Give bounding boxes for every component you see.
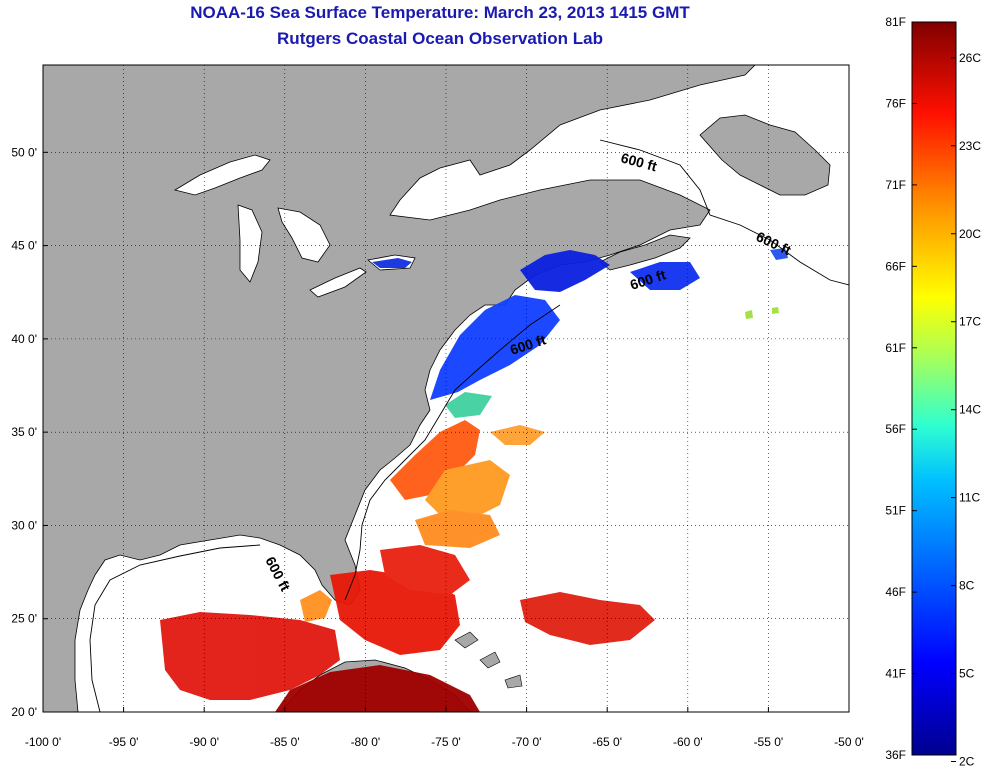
- colorbar-fahrenheit-label: 66F: [885, 259, 906, 273]
- lat-tick-label: 45 0': [11, 239, 37, 253]
- lat-tick-label: 20 0': [11, 705, 37, 719]
- colorbar-celsius-label: 8C: [959, 579, 975, 593]
- lon-tick-label: -100 0': [25, 735, 61, 749]
- nova-scotia: [599, 234, 691, 271]
- lon-tick-label: -50 0': [834, 735, 864, 749]
- lon-tick-label: -65 0': [592, 735, 622, 749]
- colorbar-fahrenheit-label: 81F: [885, 15, 906, 29]
- lat-tick-label: 25 0': [11, 612, 37, 626]
- colorbar: [911, 21, 957, 756]
- newfoundland: [699, 114, 831, 196]
- colorbar-celsius-label: 26C: [959, 51, 981, 65]
- isobath-600ft: [89, 139, 849, 712]
- sst-cape-hatteras-mixed: [445, 392, 492, 418]
- lon-tick-label: -90 0': [189, 735, 219, 749]
- lake-michigan: [237, 204, 263, 283]
- colorbar-fahrenheit-label: 51F: [885, 504, 906, 518]
- sst-scotian-shelf-cold: [630, 262, 700, 290]
- colorbar-celsius-label: 23C: [959, 139, 981, 153]
- sst-caribbean-warm: [275, 665, 480, 712]
- lat-tick-label: 40 0': [11, 332, 37, 346]
- colorbar-celsius-label: 5C: [959, 667, 975, 681]
- map-title: NOAA-16 Sea Surface Temperature: March 2…: [190, 3, 690, 22]
- colorbar-ticks: 81F 76F 71F 66F 61F 56F 51F 46F 41F 36F 26C 23C 20C 1…: [885, 15, 981, 769]
- sst-data-layer: [160, 248, 788, 712]
- lon-tick-label: -75 0': [431, 735, 461, 749]
- map-subtitle: Rutgers Coastal Ocean Observation Lab: [277, 29, 603, 48]
- colorbar-celsius-label: 2C: [959, 755, 975, 769]
- lon-tick-label: -60 0': [673, 735, 703, 749]
- sst-sargasso-patch-2: [490, 425, 545, 445]
- sst-offshore-green: [745, 307, 779, 319]
- lake-huron: [277, 207, 331, 263]
- lat-tick-label: 35 0': [11, 425, 37, 439]
- colorbar-fahrenheit-label: 36F: [885, 748, 906, 762]
- sst-gulf-of-mexico-south: [160, 612, 340, 700]
- lon-tick-label: -95 0': [109, 735, 139, 749]
- colorbar-fahrenheit-label: 71F: [885, 178, 906, 192]
- sst-bahamas-warm: [380, 545, 470, 595]
- colorbar-fahrenheit-label: 46F: [885, 585, 906, 599]
- lat-tick-label: 30 0': [11, 518, 37, 532]
- sst-mid-atlantic-bight-cold: [430, 295, 560, 400]
- lon-tick-label: -85 0': [270, 735, 300, 749]
- axis-ticks: -100 0' -95 0' -90 0' -85 0' -80 0' -75 0' -70…: [11, 145, 863, 749]
- lon-tick-label: -55 0': [754, 735, 784, 749]
- colorbar-celsius-label: 20C: [959, 227, 981, 241]
- lat-tick-label: 50 0': [11, 145, 37, 159]
- sst-labrador-cold: [770, 248, 788, 260]
- sst-sargasso-patch-1: [415, 510, 500, 548]
- north-america-landmass: [43, 65, 756, 712]
- colorbar-fahrenheit-label: 76F: [885, 96, 906, 110]
- colorbar-celsius-label: 14C: [959, 403, 981, 417]
- lon-tick-label: -80 0': [351, 735, 381, 749]
- colorbar-celsius-label: 11C: [959, 491, 980, 505]
- colorbar-celsius-label: 17C: [959, 315, 981, 329]
- colorbar-fahrenheit-label: 56F: [885, 422, 906, 436]
- lake-erie: [309, 267, 367, 298]
- sst-gulf-of-maine-cold: [520, 250, 610, 292]
- plot-frame: [42, 64, 850, 713]
- bahamas: [454, 631, 523, 689]
- colorbar-fahrenheit-label: 41F: [885, 667, 906, 681]
- sst-gulf-stream-warm: [390, 420, 480, 500]
- sst-lake-ontario-cold: [372, 258, 412, 268]
- lon-tick-label: -70 0': [512, 735, 542, 749]
- sst-florida-keys-warm: [300, 590, 332, 622]
- lake-superior: [173, 154, 271, 196]
- colorbar-fahrenheit-label: 61F: [885, 341, 906, 355]
